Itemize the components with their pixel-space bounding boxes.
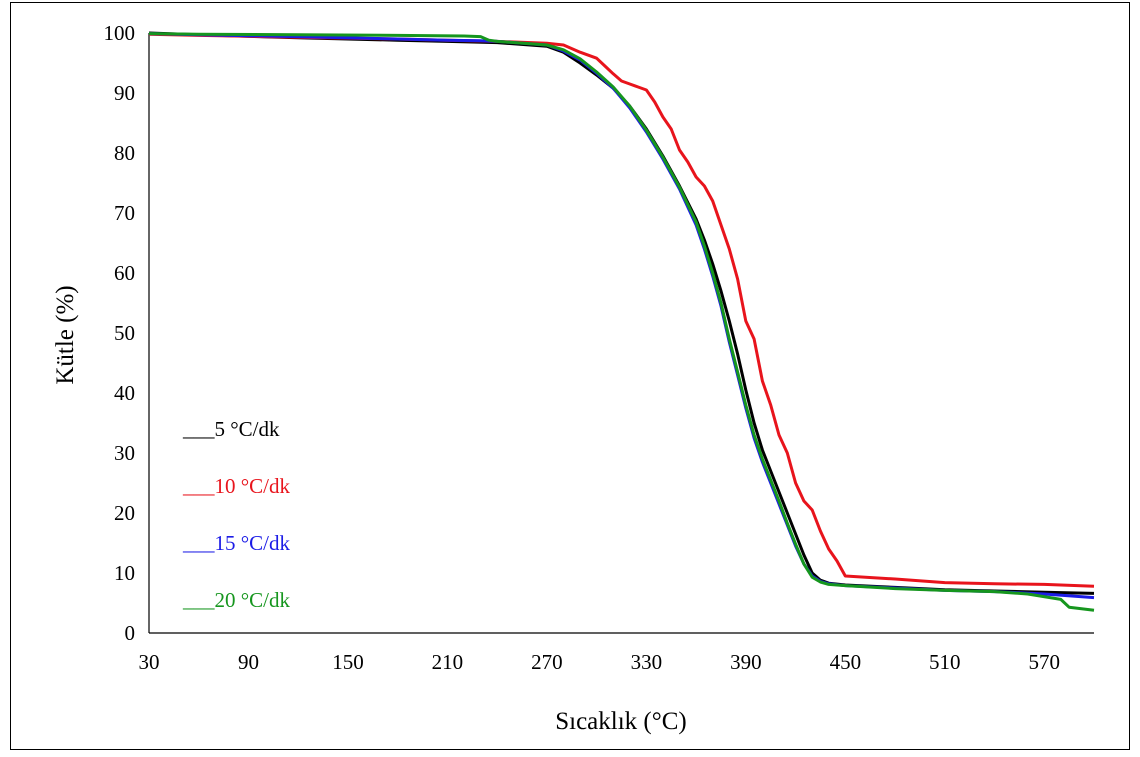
x-tick-label: 450 bbox=[830, 650, 862, 674]
y-tick-label: 10 bbox=[114, 561, 135, 585]
y-tick-label: 50 bbox=[114, 321, 135, 345]
x-tick-label: 210 bbox=[432, 650, 464, 674]
y-axis-title: Kütle (%) bbox=[52, 285, 79, 384]
y-tick-label: 80 bbox=[114, 141, 135, 165]
legend-entry-1: ___5 °C/dk bbox=[182, 417, 280, 441]
series-line-2 bbox=[148, 32, 1095, 588]
chart-frame: 30 90 150 210 270 330 390 450 510 570 0 10 20 30 40 50 6… bbox=[10, 2, 1130, 750]
y-tick-label: 70 bbox=[114, 201, 135, 225]
series-line-4 bbox=[148, 32, 1095, 612]
y-tick-label: 90 bbox=[114, 81, 135, 105]
legend-entry-4: ___20 °C/dk bbox=[182, 588, 290, 612]
y-tick-label: 30 bbox=[114, 441, 135, 465]
x-axis-title: Sıcaklık (°C) bbox=[555, 708, 687, 735]
legend: ___5 °C/dk ___10 °C/dk ___15 °C/dk ___20 °C… bbox=[182, 417, 290, 612]
y-tick-label: 0 bbox=[125, 621, 136, 645]
x-tick-label: 270 bbox=[531, 650, 563, 674]
y-tick-label: 60 bbox=[114, 261, 135, 285]
x-tick-label: 390 bbox=[730, 650, 762, 674]
series-lines bbox=[148, 31, 1095, 612]
x-tick-label: 30 bbox=[139, 650, 160, 674]
y-tick-label: 100 bbox=[104, 21, 136, 45]
series-line-3 bbox=[148, 32, 1095, 600]
tick-labels: 30 90 150 210 270 330 390 450 510 570 0 10 20 30 40 50 6… bbox=[104, 21, 1061, 674]
legend-entry-3: ___15 °C/dk bbox=[182, 531, 290, 555]
axes bbox=[148, 33, 1094, 634]
legend-entry-2: ___10 °C/dk bbox=[182, 474, 290, 498]
x-tick-label: 90 bbox=[238, 650, 259, 674]
x-tick-label: 330 bbox=[631, 650, 663, 674]
tga-chart: 30 90 150 210 270 330 390 450 510 570 0 10 20 30 40 50 6… bbox=[52, 21, 1095, 735]
y-tick-label: 20 bbox=[114, 501, 135, 525]
series-line-1 bbox=[148, 31, 1095, 595]
x-tick-label: 150 bbox=[332, 650, 364, 674]
x-tick-label: 510 bbox=[929, 650, 961, 674]
y-tick-label: 40 bbox=[114, 381, 135, 405]
x-tick-label: 570 bbox=[1029, 650, 1061, 674]
